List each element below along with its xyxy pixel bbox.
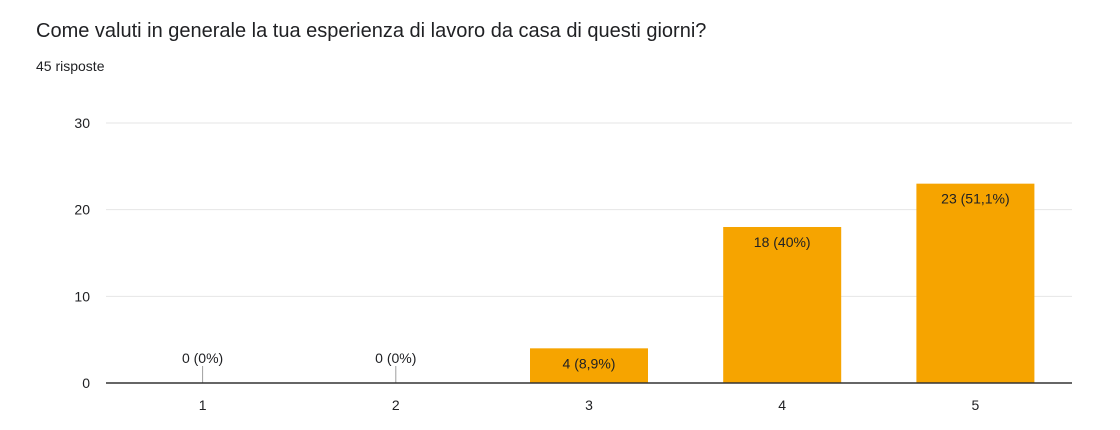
bar [723,227,842,383]
x-tick-label: 2 [392,397,400,413]
bar [916,183,1035,383]
chart-question-title: Come valuti in generale la tua esperienz… [36,20,707,42]
y-tick-label: 0 [82,375,90,391]
y-tick-label: 10 [74,288,90,304]
data-label: 23 (51,1%) [941,191,1009,207]
data-label: 4 (8,9%) [563,355,616,371]
y-axis-tick-labels: 0 10 20 30 [74,115,90,391]
data-label: 0 (0%) [375,350,416,366]
x-axis-tick-labels: 1 2 3 4 5 [199,397,980,413]
chart-bars [202,183,1035,383]
x-tick-label: 3 [585,397,593,413]
y-tick-label: 30 [74,115,90,131]
data-label: 0 (0%) [182,350,223,366]
x-tick-label: 1 [199,397,207,413]
bar [530,348,648,383]
data-labels: 0 (0%) 0 (0%) 4 (8,9%) 18 (40%) 23 (51,1%) [182,191,1010,372]
x-tick-label: 4 [778,397,786,413]
data-label: 18 (40%) [754,234,811,250]
chart-gridlines [106,122,1072,297]
response-count: 45 risposte [36,58,105,74]
x-tick-label: 5 [972,397,980,413]
y-tick-label: 20 [74,202,90,218]
